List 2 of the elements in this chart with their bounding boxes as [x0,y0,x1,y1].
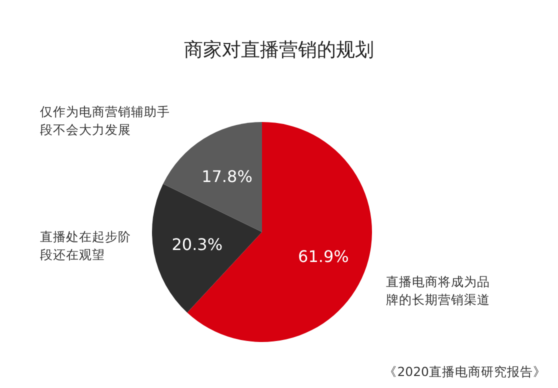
title: 商家对直播营销的规划 [184,39,374,61]
annotation: 《2020直播电商研究报告》 [384,364,546,379]
